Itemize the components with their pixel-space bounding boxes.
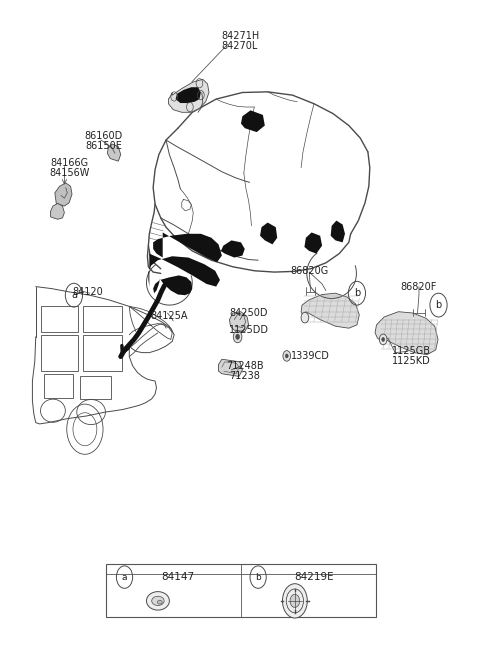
Text: 1125DD: 1125DD	[228, 325, 269, 335]
Text: 1125KD: 1125KD	[393, 356, 431, 366]
Polygon shape	[301, 293, 360, 328]
Circle shape	[282, 583, 307, 618]
Text: 84219E: 84219E	[294, 572, 334, 582]
FancyBboxPatch shape	[107, 564, 376, 617]
Polygon shape	[241, 110, 265, 132]
Polygon shape	[148, 253, 220, 286]
Polygon shape	[55, 183, 72, 206]
Polygon shape	[153, 233, 222, 262]
Polygon shape	[50, 204, 64, 219]
Text: 84147: 84147	[161, 572, 194, 582]
Circle shape	[290, 594, 300, 607]
Ellipse shape	[152, 596, 164, 605]
Circle shape	[285, 354, 288, 358]
Polygon shape	[218, 359, 242, 377]
Text: 71238: 71238	[229, 371, 260, 381]
Circle shape	[301, 312, 309, 323]
Polygon shape	[108, 144, 120, 161]
Text: 84156W: 84156W	[49, 168, 89, 178]
Circle shape	[382, 337, 384, 341]
Circle shape	[283, 351, 290, 361]
Ellipse shape	[157, 600, 162, 604]
Ellipse shape	[146, 591, 169, 610]
Circle shape	[379, 334, 387, 345]
Text: b: b	[354, 288, 360, 298]
Text: 1125GB: 1125GB	[392, 346, 432, 356]
Text: 1339CD: 1339CD	[291, 351, 330, 361]
Polygon shape	[304, 233, 322, 253]
Text: 71248B: 71248B	[226, 361, 264, 371]
Polygon shape	[260, 223, 277, 245]
Text: 86160D: 86160D	[85, 131, 123, 141]
Circle shape	[236, 334, 240, 339]
Polygon shape	[331, 221, 345, 243]
Polygon shape	[176, 88, 201, 103]
Text: b: b	[435, 300, 442, 310]
Text: 84166G: 84166G	[50, 158, 88, 168]
Polygon shape	[229, 312, 249, 332]
Text: 84250D: 84250D	[229, 308, 268, 318]
Text: 86150E: 86150E	[85, 141, 122, 151]
Polygon shape	[375, 312, 438, 355]
Text: 86820F: 86820F	[401, 282, 437, 292]
Polygon shape	[153, 275, 192, 295]
Text: 84270L: 84270L	[222, 40, 258, 50]
Text: b: b	[255, 573, 261, 581]
Text: 84125A: 84125A	[151, 312, 188, 322]
Circle shape	[233, 331, 242, 343]
Text: 86820G: 86820G	[290, 266, 328, 276]
Text: a: a	[71, 290, 77, 300]
Text: a: a	[122, 573, 127, 581]
Polygon shape	[221, 241, 245, 257]
Text: 84120: 84120	[72, 287, 103, 297]
Text: 84271H: 84271H	[221, 30, 259, 40]
Polygon shape	[168, 80, 209, 112]
